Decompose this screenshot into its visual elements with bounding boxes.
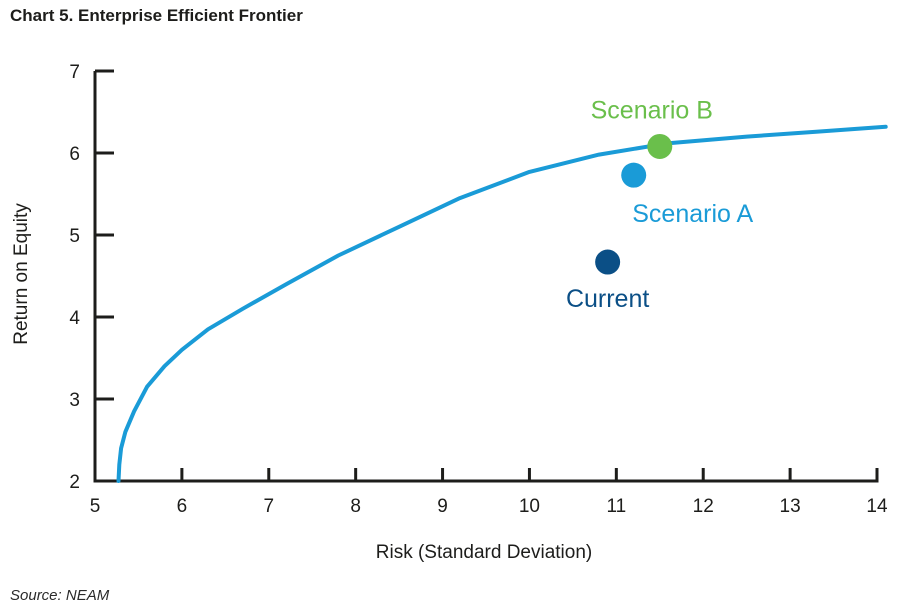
point-scenario-a bbox=[621, 162, 647, 188]
frontier-line bbox=[116, 124, 888, 483]
x-tick-label: 9 bbox=[437, 496, 448, 517]
point-label-current: Current bbox=[566, 285, 649, 313]
points-group: Scenario B Scenario A Current bbox=[566, 96, 754, 313]
axes bbox=[93, 69, 879, 483]
x-tick-label: 10 bbox=[519, 496, 540, 517]
point-label-scenario-a: Scenario A bbox=[632, 200, 753, 228]
source-note: Source: NEAM bbox=[10, 587, 110, 604]
x-tick-label: 7 bbox=[263, 496, 274, 517]
x-tick-label: 14 bbox=[866, 496, 888, 517]
y-tick-label: 5 bbox=[69, 226, 80, 247]
tick-labels: 2 3 4 5 6 7 5 6 7 8 9 10 11 12 13 14 bbox=[69, 62, 888, 517]
x-tick-label: 12 bbox=[693, 496, 714, 517]
x-axis-title: Risk (Standard Deviation) bbox=[376, 542, 592, 563]
y-tick-label: 2 bbox=[69, 472, 80, 493]
x-tick-label: 6 bbox=[177, 496, 188, 517]
y-tick-label: 7 bbox=[69, 62, 80, 83]
y-axis-title: Return on Equity bbox=[11, 203, 32, 345]
point-label-scenario-b: Scenario B bbox=[591, 96, 713, 124]
x-tick-label: 13 bbox=[780, 496, 801, 517]
x-tick-label: 5 bbox=[90, 496, 101, 517]
y-tick-label: 3 bbox=[69, 390, 80, 411]
y-tick-label: 6 bbox=[69, 144, 80, 165]
point-scenario-b bbox=[647, 133, 673, 159]
point-current bbox=[595, 249, 621, 275]
chart-title: Chart 5. Enterprise Efficient Frontier bbox=[10, 6, 303, 25]
x-tick-label: 11 bbox=[606, 496, 626, 517]
series-group bbox=[116, 124, 888, 483]
x-tick-label: 8 bbox=[350, 496, 361, 517]
y-tick-label: 4 bbox=[69, 308, 80, 329]
